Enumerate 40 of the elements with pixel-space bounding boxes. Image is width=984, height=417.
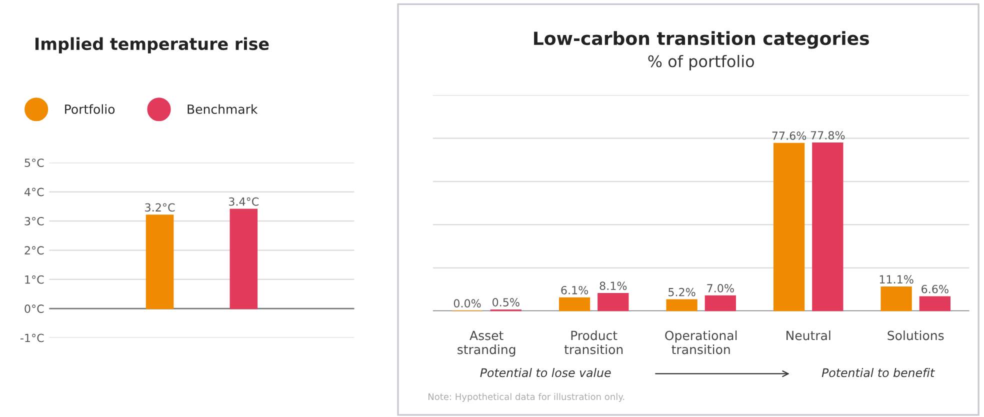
- data-label: 0.0%: [454, 299, 481, 308]
- bar: [704, 295, 736, 312]
- data-label: 11.1%: [880, 275, 914, 284]
- data-label: 3.4°C: [229, 197, 259, 206]
- data-label: 3.2°C: [145, 203, 175, 212]
- bar: [812, 142, 844, 312]
- bar: [598, 293, 629, 312]
- y-tick-label: 4°C: [24, 188, 44, 196]
- x-tick-label: Asset stranding: [458, 330, 516, 357]
- text: Note: Hypothetical data for illustration only.: [428, 393, 624, 402]
- data-label: 77.8%: [810, 131, 845, 140]
- y-tick-label: 3°C: [24, 216, 44, 226]
- y-tick-label: 0°C: [24, 304, 44, 313]
- y-tick-label: 5°C: [24, 158, 44, 168]
- x-tick-label: Solutions: [888, 330, 944, 340]
- data-label: 8.1%: [600, 282, 627, 290]
- data-label: 77.6%: [772, 132, 806, 140]
- y-tick-label: 2°C: [24, 246, 44, 255]
- bar: [666, 299, 698, 312]
- chart-title: Low-carbon transition categories: [534, 31, 869, 49]
- chart-title: Implied temperature rise: [35, 37, 269, 54]
- chart-subtitle: % of portfolio: [648, 54, 754, 70]
- bar: [880, 286, 912, 312]
- x-tick-label: Operational transition: [665, 330, 737, 354]
- legend-label: Portfolio: [65, 104, 115, 114]
- y-tick-label: -1°C: [20, 334, 44, 342]
- bar: [773, 142, 805, 312]
- legend-label: Benchmark: [188, 104, 258, 114]
- data-label: 7.0%: [707, 284, 734, 292]
- bar: [919, 296, 950, 312]
- bar: [558, 297, 590, 312]
- x-tick-label: Neutral: [786, 330, 830, 340]
- y-tick-label: 1°C: [25, 275, 44, 284]
- data-label: 6.6%: [922, 284, 948, 294]
- x-tick-label: Product transition: [564, 330, 623, 354]
- data-label: 5.2%: [668, 288, 696, 296]
- data-label: 0.5%: [492, 298, 520, 306]
- text: Potential to lose value: [480, 368, 611, 378]
- text: Potential to benefit: [822, 368, 935, 378]
- data-label: 6.1%: [561, 286, 588, 294]
